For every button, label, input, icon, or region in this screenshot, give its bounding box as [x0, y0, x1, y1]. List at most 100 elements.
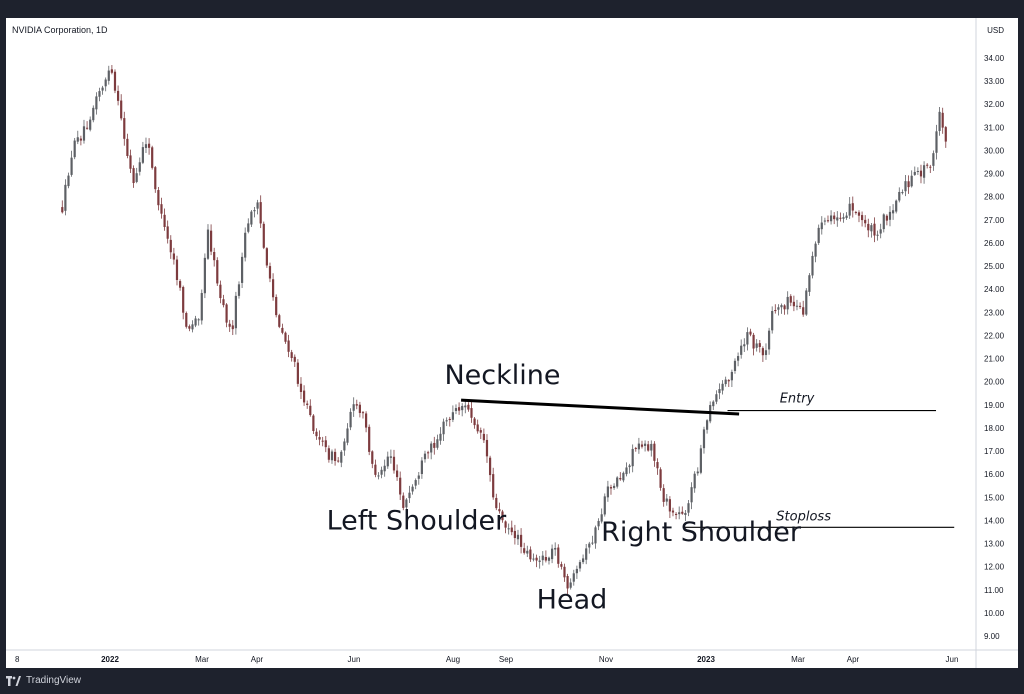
candle-body	[619, 478, 622, 480]
candle-body	[603, 496, 606, 515]
chart-frame: 9.00 10.00 11.00 12.00 13.00 14.00 15.00 16.00 1…	[6, 18, 1018, 668]
neckline[interactable]	[461, 398, 740, 416]
candle-body	[833, 215, 836, 220]
annotation-neckline[interactable]: Neckline	[444, 360, 560, 391]
candle-body	[814, 243, 817, 257]
candle-body	[250, 211, 253, 225]
candle-body	[395, 470, 399, 478]
candle-body	[842, 217, 845, 219]
candle-body	[107, 70, 110, 81]
candle-body	[668, 499, 671, 512]
candle-body	[147, 143, 151, 148]
y-tick-label: 26.00	[984, 239, 1005, 248]
candle-body	[374, 464, 377, 475]
candle-body	[92, 107, 95, 121]
candle-body	[157, 190, 160, 206]
candle-body	[209, 230, 213, 252]
candle-body	[910, 175, 913, 187]
candle-body	[95, 96, 98, 110]
candle-body	[591, 542, 594, 544]
x-tick-label: 8	[15, 655, 20, 664]
candle-body	[656, 462, 659, 469]
candle-body	[219, 284, 222, 299]
candle-body	[101, 87, 104, 91]
candle-body	[361, 412, 365, 414]
candle-body	[687, 503, 690, 513]
candle-body	[405, 499, 408, 508]
tradingview-logo-icon	[6, 675, 21, 686]
candle-body	[324, 440, 327, 448]
candle-body	[464, 405, 467, 408]
brand-footer[interactable]: TradingView	[6, 675, 81, 686]
candle-body	[702, 429, 706, 449]
candle-body	[355, 404, 358, 406]
candle-body	[671, 510, 675, 513]
y-tick-label: 10.00	[984, 609, 1005, 618]
candle-body	[730, 371, 733, 381]
y-tick-label: 15.00	[984, 493, 1005, 502]
candle-body	[420, 460, 423, 475]
candle-body	[166, 226, 169, 239]
candle-body	[392, 456, 396, 471]
candle-body	[129, 155, 132, 169]
candle-body	[876, 234, 879, 236]
candle-body	[169, 239, 172, 253]
x-tick-label: Sep	[499, 655, 514, 664]
candle-body	[154, 167, 157, 190]
brand-label: TradingView	[26, 675, 82, 686]
candle-body	[575, 568, 578, 574]
annotation-entry[interactable]: Entry	[780, 391, 815, 406]
candle-body	[64, 184, 67, 211]
candle-body	[417, 475, 420, 479]
candle-body	[414, 480, 417, 486]
candle-body	[674, 513, 678, 516]
candle-body	[767, 330, 771, 350]
candle-body	[364, 413, 368, 428]
candle-body	[178, 281, 182, 288]
annotation-stoploss[interactable]: Stoploss	[776, 509, 831, 524]
candle-body	[606, 486, 609, 498]
annotation-left-shoulder[interactable]: Left Shoulder	[327, 506, 508, 537]
candle-body	[919, 170, 923, 177]
candle-body	[774, 310, 777, 312]
candle-body	[138, 162, 141, 172]
candle-body	[160, 204, 163, 214]
candle-body	[330, 451, 334, 461]
y-tick-label: 31.00	[984, 123, 1005, 132]
candle-body	[777, 307, 780, 310]
candle-body	[135, 173, 138, 182]
chart-canvas[interactable]: 9.00 10.00 11.00 12.00 13.00 14.00 15.00 16.00 1…	[6, 18, 1018, 668]
candle-body	[761, 348, 764, 356]
candle-body	[110, 69, 113, 73]
symbol-title[interactable]: NVIDIA Corporation, 1D	[12, 25, 108, 35]
annotation-right-shoulder[interactable]: Right Shoulder	[601, 517, 802, 548]
candle-body	[631, 448, 634, 467]
candle-body	[482, 433, 485, 441]
candle-body	[200, 293, 203, 321]
candle-body	[284, 332, 287, 342]
y-tick-label: 21.00	[984, 355, 1005, 364]
candle-body	[721, 383, 724, 391]
candle-body	[581, 558, 585, 563]
candle-body	[659, 469, 662, 488]
candle-body	[746, 332, 749, 345]
candle-body	[448, 418, 451, 421]
candle-body	[532, 558, 535, 560]
candle-body	[557, 547, 560, 564]
candle-body	[213, 252, 216, 261]
candle-body	[386, 456, 389, 467]
y-tick-label: 12.00	[984, 563, 1005, 572]
annotation-head[interactable]: Head	[537, 584, 608, 615]
candle-body	[569, 582, 572, 588]
candle-body	[380, 469, 383, 475]
candle-body	[851, 203, 854, 211]
candle-body	[501, 511, 504, 521]
y-tick-label: 9.00	[984, 632, 1000, 641]
candle-body	[225, 304, 228, 323]
candle-body	[423, 453, 427, 460]
candle-body	[67, 175, 70, 187]
candle-body	[194, 318, 197, 326]
y-tick-label: 27.00	[984, 216, 1005, 225]
candle-body	[764, 350, 768, 356]
y-tick-label: 24.00	[984, 285, 1005, 294]
